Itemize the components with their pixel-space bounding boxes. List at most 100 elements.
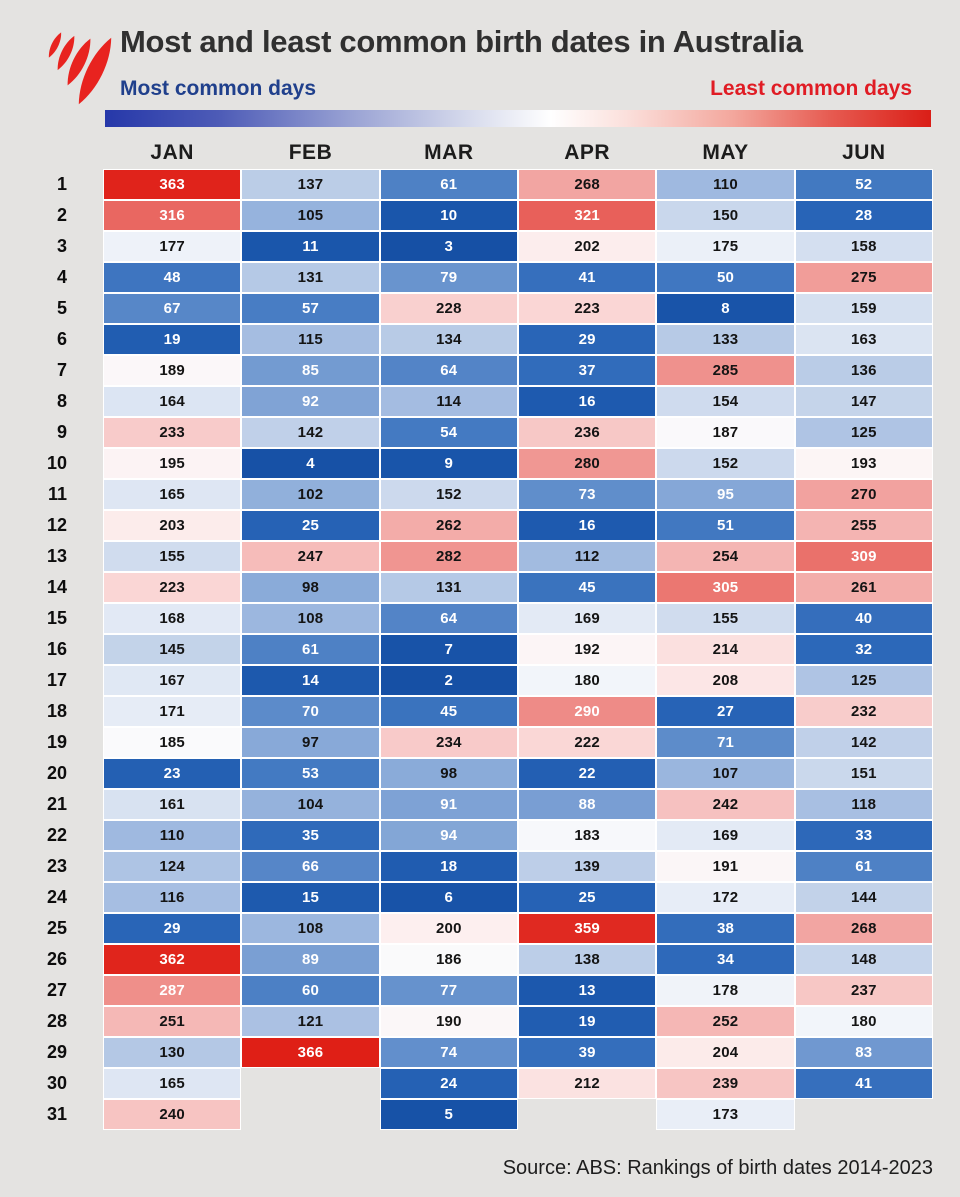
heatmap-cell: 239 <box>656 1068 795 1099</box>
heatmap-cell: 144 <box>794 882 933 913</box>
heatmap-cell: 51 <box>656 510 795 541</box>
heatmap-cell: 167 <box>103 665 242 696</box>
heatmap-cell: 290 <box>517 696 657 727</box>
heatmap-cell: 110 <box>656 169 795 200</box>
heatmap-cell: 5 <box>379 1099 518 1130</box>
heatmap-cell: 124 <box>103 851 242 882</box>
month-header-row: JAN FEB MAR APR MAY JUN <box>103 141 933 165</box>
heatmap-cell: 242 <box>656 789 795 820</box>
heatmap-cell: 114 <box>379 386 518 417</box>
heatmap-cell: 193 <box>794 448 933 479</box>
heatmap-cell <box>518 1099 656 1130</box>
heatmap-cell: 254 <box>656 541 795 572</box>
heatmap-cell: 118 <box>794 789 933 820</box>
row-label-day-14: 14 <box>46 577 67 597</box>
row-label-day-13: 13 <box>46 546 67 566</box>
heatmap-cell: 77 <box>379 975 518 1006</box>
heatmap-cell: 98 <box>379 758 518 789</box>
row-label-day-1: 1 <box>56 174 67 194</box>
heatmap-cell: 321 <box>517 200 657 231</box>
heatmap-cell: 13 <box>517 975 657 1006</box>
heatmap-cell: 79 <box>379 262 518 293</box>
heatmap-cell: 67 <box>103 293 242 324</box>
heatmap-cell: 25 <box>241 510 380 541</box>
heatmap-cell: 92 <box>241 386 380 417</box>
column-header-mar: MAR <box>424 141 474 164</box>
row-label-day-15: 15 <box>46 608 67 628</box>
heatmap-cell: 64 <box>379 603 518 634</box>
row-label-day-20: 20 <box>46 763 67 783</box>
heatmap-cell: 137 <box>241 169 380 200</box>
heatmap-cell: 89 <box>241 944 380 975</box>
heatmap-cell: 61 <box>241 634 380 665</box>
heatmap-cell: 268 <box>517 169 657 200</box>
row-label-day-27: 27 <box>46 980 67 1000</box>
heatmap-cell: 11 <box>241 231 380 262</box>
heatmap-cell: 97 <box>241 727 380 758</box>
heatmap-cell: 362 <box>103 944 242 975</box>
heatmap-cell: 74 <box>379 1037 518 1068</box>
heatmap-cell: 61 <box>379 169 518 200</box>
heatmap-cell: 139 <box>517 851 657 882</box>
heatmap-cell: 233 <box>103 417 242 448</box>
column-header-jun: JUN <box>842 141 886 164</box>
heatmap-cell: 125 <box>794 665 933 696</box>
heatmap-cell: 134 <box>379 324 518 355</box>
heatmap-cell: 172 <box>656 882 795 913</box>
heatmap-cell: 37 <box>517 355 657 386</box>
heatmap-cell: 223 <box>517 293 657 324</box>
legend-least-common-label: Least common days <box>710 77 912 100</box>
heatmap-cell: 178 <box>656 975 795 1006</box>
heatmap-cell: 133 <box>656 324 795 355</box>
heatmap-cell: 186 <box>379 944 518 975</box>
heatmap-cell: 23 <box>103 758 242 789</box>
heatmap-cell: 102 <box>241 479 380 510</box>
heatmap-cell: 287 <box>103 975 242 1006</box>
heatmap-cell: 14 <box>241 665 380 696</box>
heatmap-cell: 255 <box>794 510 933 541</box>
row-label-day-31: 31 <box>46 1104 67 1124</box>
heatmap-cell: 180 <box>517 665 657 696</box>
heatmap-cell: 285 <box>656 355 795 386</box>
row-label-day-21: 21 <box>46 794 67 814</box>
row-label-day-29: 29 <box>46 1042 67 1062</box>
source-note: Source: ABS: Rankings of birth dates 201… <box>502 1157 933 1179</box>
row-label-day-19: 19 <box>46 732 67 752</box>
row-label-day-6: 6 <box>56 329 67 349</box>
heatmap-cell: 136 <box>794 355 933 386</box>
heatmap-cell: 187 <box>656 417 795 448</box>
heatmap-cell: 41 <box>517 262 657 293</box>
heatmap-cell: 208 <box>656 665 795 696</box>
heatmap-cell: 164 <box>103 386 242 417</box>
heatmap-cell: 130 <box>103 1037 242 1068</box>
heatmap-cell: 83 <box>794 1037 933 1068</box>
heatmap-cell: 212 <box>517 1068 657 1099</box>
heatmap-cell: 148 <box>794 944 933 975</box>
heatmap-cell: 305 <box>656 572 795 603</box>
heatmap-cell: 145 <box>103 634 242 665</box>
row-label-day-2: 2 <box>56 205 67 225</box>
heatmap-grid: 1 363 137 61 268 110 52 2 316 105 10 321 150 28 3 177 11… <box>40 169 933 1130</box>
heatmap-cell: 110 <box>103 820 242 851</box>
heatmap-cell: 366 <box>241 1037 380 1068</box>
column-header-jan: JAN <box>150 141 194 164</box>
heatmap-cell: 155 <box>103 541 242 572</box>
heatmap-cell: 53 <box>241 758 380 789</box>
row-label-day-10: 10 <box>46 453 67 473</box>
heatmap-cell: 29 <box>517 324 657 355</box>
heatmap-cell: 180 <box>794 1006 933 1037</box>
heatmap-cell: 45 <box>517 572 657 603</box>
heatmap-cell: 88 <box>517 789 657 820</box>
row-label-day-12: 12 <box>46 515 67 535</box>
heatmap-cell: 28 <box>794 200 933 231</box>
color-scale-bar <box>105 110 931 127</box>
heatmap-cell: 60 <box>241 975 380 1006</box>
heatmap-cell: 202 <box>517 231 657 262</box>
heatmap-cell: 40 <box>794 603 933 634</box>
row-label-day-5: 5 <box>56 298 67 318</box>
heatmap-cell: 228 <box>379 293 518 324</box>
row-label-day-4: 4 <box>56 267 67 287</box>
heatmap-cell: 159 <box>794 293 933 324</box>
heatmap-cell: 54 <box>379 417 518 448</box>
heatmap-cell: 108 <box>241 603 380 634</box>
